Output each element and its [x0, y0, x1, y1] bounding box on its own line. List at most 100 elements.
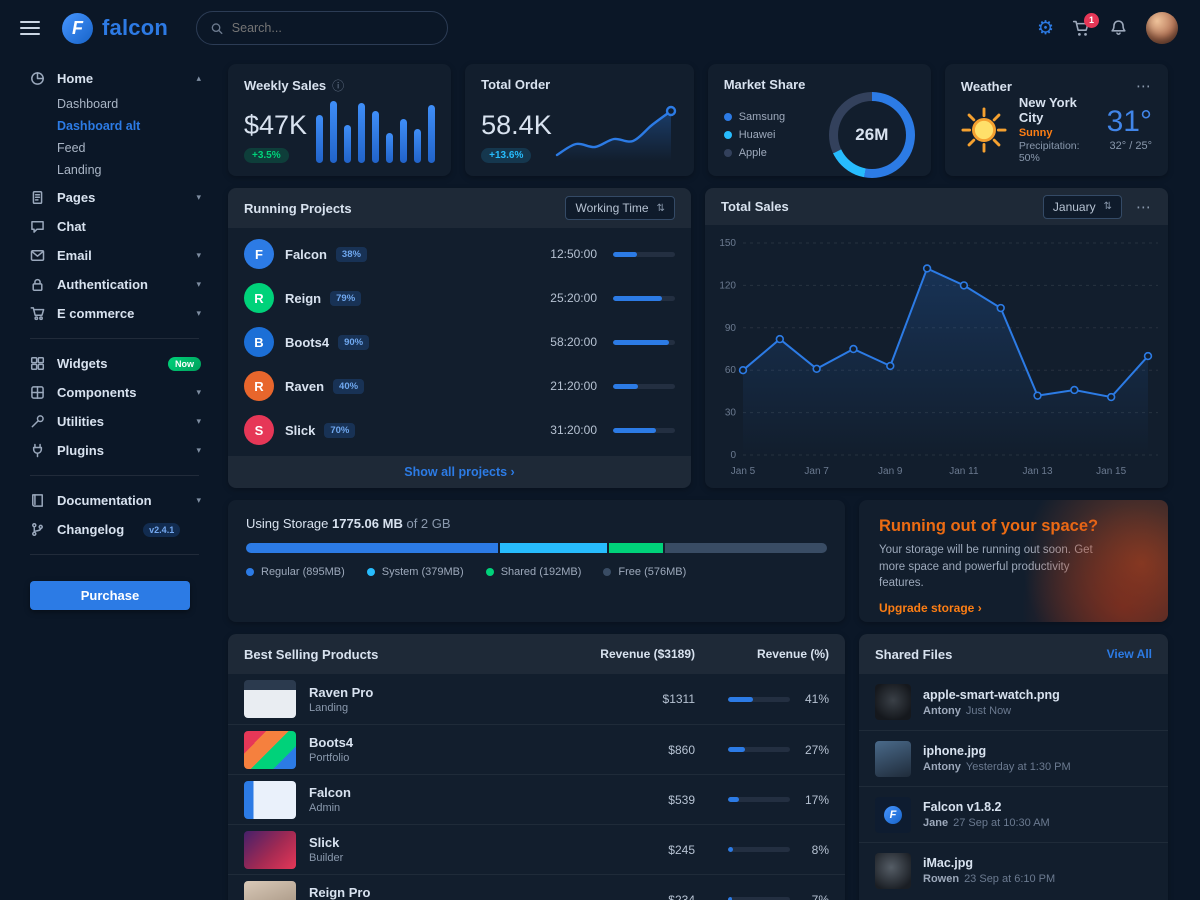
sidebar-item-authentication[interactable]: Authentication ▾ — [30, 270, 201, 299]
sidebar-item-label: Changelog — [57, 522, 125, 537]
sidebar-item-pages[interactable]: Pages ▾ — [30, 183, 201, 212]
project-progress-track — [613, 383, 675, 389]
file-name[interactable]: apple-smart-watch.png — [923, 687, 1060, 702]
falcon-file-icon: F — [884, 805, 902, 824]
settings-gear-icon[interactable]: ⚙ — [1036, 17, 1054, 39]
view-all-link[interactable]: View All — [1106, 647, 1152, 661]
product-progress-track — [728, 847, 790, 852]
sidebar-item-widgets[interactable]: Widgets Now — [30, 349, 201, 378]
product-revenue: $860 — [668, 742, 695, 757]
brand[interactable]: F falcon — [62, 12, 168, 44]
chevron-down-icon: ▾ — [196, 250, 201, 260]
product-name[interactable]: Raven Pro — [309, 684, 374, 700]
total-order-card: Total Order 58.4K +13.6% — [465, 64, 694, 176]
market-share-card: Market Share Samsung Huawei — [707, 64, 931, 178]
sidebar-item-home[interactable]: Home ▴ — [30, 64, 201, 93]
cart-button[interactable]: 1 — [1072, 12, 1099, 38]
code-branch-icon — [30, 522, 46, 537]
sidebar-item-dashboard[interactable]: Dashboard — [57, 97, 119, 111]
product-category[interactable]: Builder — [309, 852, 344, 864]
legend-dot — [723, 113, 732, 121]
chevron-down-icon: ▾ — [196, 495, 201, 505]
avatar-initial: R — [254, 290, 264, 306]
storage-row: Using Storage 1775.06 MB of 2 GB Regular… — [228, 500, 1168, 622]
project-row: R Raven 40% 21:20:00 — [228, 364, 691, 408]
upgrade-storage-link[interactable]: Upgrade storage › — [879, 601, 982, 616]
topbar-actions: ⚙ 1 — [1037, 12, 1178, 44]
file-row: iMac.jpg Rowen 23 Sep at 6:10 PM — [859, 842, 1168, 898]
product-category[interactable]: Landing — [309, 701, 349, 714]
svg-text:90: 90 — [725, 323, 737, 334]
sidebar-item-dashboard-alt[interactable]: Dashboard alt — [57, 119, 141, 133]
project-name[interactable]: Raven — [285, 378, 325, 394]
file-name[interactable]: Falcon v1.8.2 — [923, 800, 1002, 814]
sidebar-item-plugins[interactable]: Plugins ▾ — [30, 436, 201, 465]
user-avatar[interactable] — [1146, 12, 1178, 44]
sidebar-item-changelog[interactable]: Changelog v2.4.1 — [30, 515, 201, 544]
select-value: January — [1052, 199, 1096, 214]
weekly-sales-badge: +3.5% — [244, 148, 289, 163]
wrench-icon — [30, 414, 46, 429]
legend-dot — [723, 149, 732, 157]
card-menu-dots-icon[interactable]: ⋯ — [1135, 78, 1152, 95]
month-select[interactable]: January ⇅ — [1042, 194, 1122, 219]
avatar-initial: F — [255, 246, 263, 262]
product-category[interactable]: Portfolio — [309, 752, 350, 764]
storage-legend: Regular (895MB) System (379MB) Shared (1… — [246, 566, 827, 578]
sidebar-item-documentation[interactable]: Documentation ▾ — [30, 486, 201, 515]
sidebar-item-label: E commerce — [57, 306, 135, 321]
sidebar-item-email[interactable]: Email ▾ — [30, 241, 201, 270]
sidebar-item-feed[interactable]: Feed — [57, 141, 86, 155]
project-name[interactable]: Boots4 — [285, 334, 330, 350]
show-all-projects-link[interactable]: Show all projects › — [228, 456, 691, 488]
project-progress-track — [613, 427, 675, 433]
sidebar-item-label: Home — [57, 71, 94, 86]
project-name[interactable]: Reign — [285, 290, 322, 306]
product-name[interactable]: Slick — [309, 835, 340, 850]
svg-text:0: 0 — [730, 450, 736, 461]
project-name[interactable]: Falcon — [285, 246, 327, 262]
file-name[interactable]: iMac.jpg — [923, 856, 974, 870]
sidebar-toggle-button[interactable] — [20, 21, 40, 35]
file-name[interactable]: iphone.jpg — [923, 744, 987, 758]
product-percent: 41% — [804, 692, 829, 706]
notifications-bell-icon[interactable] — [1109, 19, 1128, 38]
product-percent: 17% — [804, 792, 829, 807]
falcon-logo-icon: F — [62, 12, 93, 44]
project-time: 58:20:00 — [550, 335, 597, 349]
chevron-down-icon: ▾ — [196, 279, 201, 289]
product-thumbnail — [244, 880, 296, 900]
legend-label: Free (576MB) — [618, 566, 687, 578]
select-value: Working Time — [575, 201, 649, 215]
product-name[interactable]: Falcon — [309, 785, 351, 800]
layout: Home ▴ Dashboard Dashboard alt Feed Land… — [0, 56, 1200, 900]
product-name[interactable]: Boots4 — [309, 735, 354, 750]
sidebar-item-landing[interactable]: Landing — [57, 163, 102, 177]
sidebar-item-utilities[interactable]: Utilities ▾ — [30, 407, 201, 436]
cart-badge: 1 — [1084, 12, 1099, 28]
sidebar-item-chat[interactable]: Chat — [30, 212, 201, 241]
market-share-legend: Samsung Huawei Apple — [723, 111, 785, 159]
project-name[interactable]: Slick — [285, 422, 316, 438]
product-progress-track — [728, 897, 790, 900]
info-icon[interactable]: ⓘ — [332, 79, 345, 93]
search-input[interactable] — [231, 21, 433, 35]
sidebar-item-ecommerce[interactable]: E commerce ▾ — [30, 299, 201, 328]
storage-bar — [246, 543, 827, 553]
avatar-initial: S — [254, 422, 264, 438]
avatar-initial: R — [254, 378, 264, 394]
product-revenue: $234 — [668, 892, 695, 900]
working-time-select[interactable]: Working Time ⇅ — [565, 196, 675, 220]
purchase-button[interactable]: Purchase — [30, 581, 190, 610]
file-thumbnail — [875, 852, 911, 889]
product-progress-fill — [728, 847, 733, 852]
product-progress-fill — [728, 747, 745, 752]
weather-card: Weather ⋯ — [944, 64, 1168, 176]
legend-item: System (379MB) — [366, 566, 464, 578]
search-box[interactable] — [196, 11, 448, 45]
product-category[interactable]: Admin — [309, 802, 341, 814]
product-list: Raven Pro Landing $1311 41% — [228, 674, 845, 900]
product-name[interactable]: Reign Pro — [309, 885, 371, 900]
sidebar-item-components[interactable]: Components ▾ — [30, 378, 201, 407]
card-menu-dots-icon[interactable]: ⋯ — [1136, 198, 1152, 216]
